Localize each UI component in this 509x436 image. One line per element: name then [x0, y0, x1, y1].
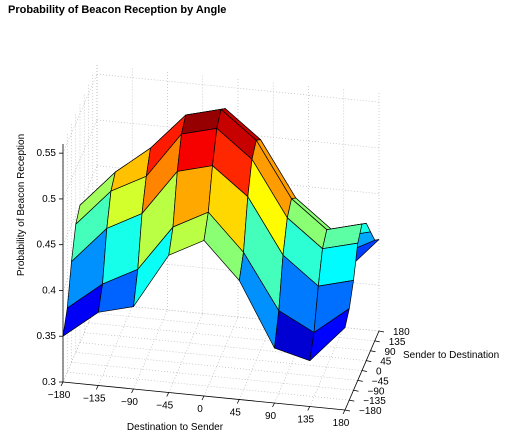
- x-tick: [201, 395, 205, 401]
- x-tick-label: 90: [265, 411, 277, 422]
- grid-line: [96, 73, 380, 103]
- chart-title: Probability of Beacon Reception by Angle: [8, 4, 227, 16]
- surface-patch: [176, 128, 218, 172]
- y-tick-label: −180: [359, 406, 382, 417]
- x-axis-label: Destination to Sender: [127, 422, 224, 433]
- y-tick: [374, 340, 380, 343]
- x-tick-label: −135: [83, 394, 106, 405]
- x-tick: [95, 385, 99, 390]
- x-tick-label: −180: [48, 390, 71, 401]
- surface-layer: [62, 108, 380, 362]
- y-tick-label: 45: [380, 357, 392, 368]
- x-tick: [131, 388, 134, 394]
- grid-line: [96, 302, 380, 332]
- z-tick-label: 0.3: [42, 377, 56, 388]
- y-tick: [361, 370, 368, 372]
- y-tick: [378, 330, 385, 333]
- x-tick-label: 135: [297, 415, 314, 426]
- x-tick-label: 180: [333, 418, 350, 429]
- surface-patch: [317, 242, 359, 287]
- labels-layer: Destination to Sender Sender to Destinat…: [16, 134, 499, 433]
- x-tick: [272, 402, 275, 408]
- x-tick-label: 0: [197, 404, 203, 415]
- grid-line: [92, 312, 375, 342]
- y-tick: [366, 360, 372, 363]
- y-tick: [353, 389, 359, 392]
- y-tick: [349, 399, 355, 402]
- y-tick-label: −45: [372, 376, 389, 387]
- x-tick-label: −90: [121, 397, 138, 408]
- z-tick-label: 0.4: [42, 285, 56, 296]
- y-tick: [344, 409, 351, 412]
- grid-line: [133, 309, 168, 390]
- x-tick: [236, 399, 240, 404]
- x-tick: [166, 392, 170, 397]
- grid-line: [71, 361, 354, 391]
- axes-layer: −180 −135 −90 −45 0 45 90 135 180−180−135−90−450…: [37, 144, 410, 429]
- y-tick-label: 0: [376, 367, 382, 378]
- y-tick: [370, 350, 376, 353]
- y-axis-label: Sender to Destination: [403, 350, 499, 361]
- y-tick-label: 135: [389, 337, 406, 348]
- grid-line: [168, 313, 204, 393]
- y-tick-label: 180: [393, 327, 410, 338]
- x-tick: [60, 381, 64, 387]
- z-tick-label: 0.35: [37, 331, 57, 342]
- x-tick-label: 45: [230, 408, 242, 419]
- z-tick-label: 0.45: [37, 240, 57, 251]
- y-tick-label: 90: [385, 347, 397, 358]
- z-tick-label: 0.55: [37, 148, 57, 159]
- surface-patch: [309, 308, 350, 362]
- y-tick-label: −90: [368, 386, 385, 397]
- grid-line: [75, 352, 358, 381]
- grid-line: [97, 306, 133, 386]
- x-tick: [307, 406, 311, 411]
- grid-line: [88, 322, 371, 352]
- y-tick: [357, 379, 363, 382]
- x-tick: [342, 409, 346, 415]
- x-tick-label: −45: [156, 401, 173, 412]
- grid-line: [79, 342, 363, 371]
- grid-line: [84, 332, 367, 361]
- grid-line: [67, 371, 350, 401]
- z-tick-label: 0.5: [42, 194, 56, 205]
- y-tick-label: −135: [363, 396, 386, 407]
- z-axis-label: Probability of Beacon Reception: [16, 134, 27, 276]
